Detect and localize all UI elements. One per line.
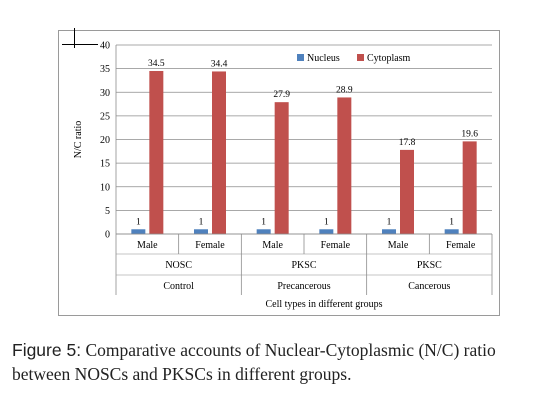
data-label-nucleus: 1 (324, 217, 329, 227)
y-tick-label: 20 (100, 135, 110, 146)
bar-cytoplasm (274, 102, 289, 234)
bar-nucleus (444, 229, 459, 234)
data-label-nucleus: 1 (261, 217, 266, 227)
x-subgroup-label: PKSC (291, 260, 316, 271)
bar-chart: 0 5 10 15 20 25 30 35 40 N/C ratio 1 34.5 1 34.4 1 27.9… (73, 41, 493, 310)
y-tick-label: 35 (100, 64, 110, 75)
data-label-nucleus: 1 (387, 217, 392, 227)
x-group-label: Control (163, 281, 194, 292)
bar-nucleus (256, 229, 271, 234)
x-group-label: Cancerous (408, 281, 450, 292)
x-tick-label: Female (446, 240, 476, 251)
legend-swatch-cytoplasm (357, 54, 364, 61)
data-label-nucleus: 1 (199, 217, 204, 227)
caption-text: Comparative accounts of Nuclear-Cytoplas… (12, 340, 496, 384)
data-label-cytoplasm: 34.4 (211, 59, 228, 69)
data-label-nucleus: 1 (136, 217, 141, 227)
y-tick-label: 25 (100, 111, 110, 122)
x-tick-label: Male (262, 240, 283, 251)
bar-cytoplasm (149, 70, 164, 234)
x-subgroup-label: PKSC (417, 260, 442, 271)
data-label-cytoplasm: 17.8 (399, 138, 416, 148)
chart-frame: 0 5 10 15 20 25 30 35 40 N/C ratio 1 34.5 1 34.4 1 27.9… (58, 30, 500, 316)
bar-nucleus (131, 229, 146, 234)
bar-nucleus (382, 229, 396, 234)
bar-cytoplasm (462, 141, 477, 234)
legend-label-nucleus: Nucleus (307, 53, 340, 64)
data-label-cytoplasm: 19.6 (461, 129, 478, 139)
data-label-cytoplasm: 34.5 (148, 59, 165, 69)
data-label-cytoplasm: 28.9 (336, 85, 353, 95)
y-axis-label: N/C ratio (73, 121, 84, 159)
x-tick-label: Female (321, 240, 351, 251)
figure-caption: Figure 5: Comparative accounts of Nuclea… (12, 338, 552, 386)
bar-cytoplasm (400, 149, 414, 234)
y-tick-label: 0 (105, 230, 110, 241)
y-tick-label: 30 (100, 88, 110, 99)
x-axis-label: Cell types in different groups (265, 299, 382, 310)
bar-cytoplasm (337, 97, 352, 234)
corner-mark-horizontal (62, 44, 98, 45)
corner-mark-vertical (74, 28, 75, 48)
x-tick-label: Male (137, 240, 158, 251)
data-label-nucleus: 1 (449, 217, 454, 227)
x-tick-label: Male (388, 240, 409, 251)
x-subgroup-label: NOSC (165, 260, 192, 271)
caption-label: Figure 5: (12, 340, 82, 360)
x-group-label: Precancerous (277, 281, 330, 292)
y-tick-label: 5 (105, 206, 110, 217)
data-label-cytoplasm: 27.9 (273, 90, 290, 100)
y-tick-label: 40 (100, 41, 110, 52)
legend-label-cytoplasm: Cytoplasm (367, 53, 411, 64)
bar-nucleus (319, 229, 334, 234)
bar-cytoplasm (212, 71, 226, 235)
x-tick-label: Female (195, 240, 225, 251)
y-tick-label: 15 (100, 159, 110, 170)
legend-swatch-nucleus (297, 54, 304, 61)
y-tick-label: 10 (100, 182, 110, 193)
bar-nucleus (194, 229, 208, 234)
